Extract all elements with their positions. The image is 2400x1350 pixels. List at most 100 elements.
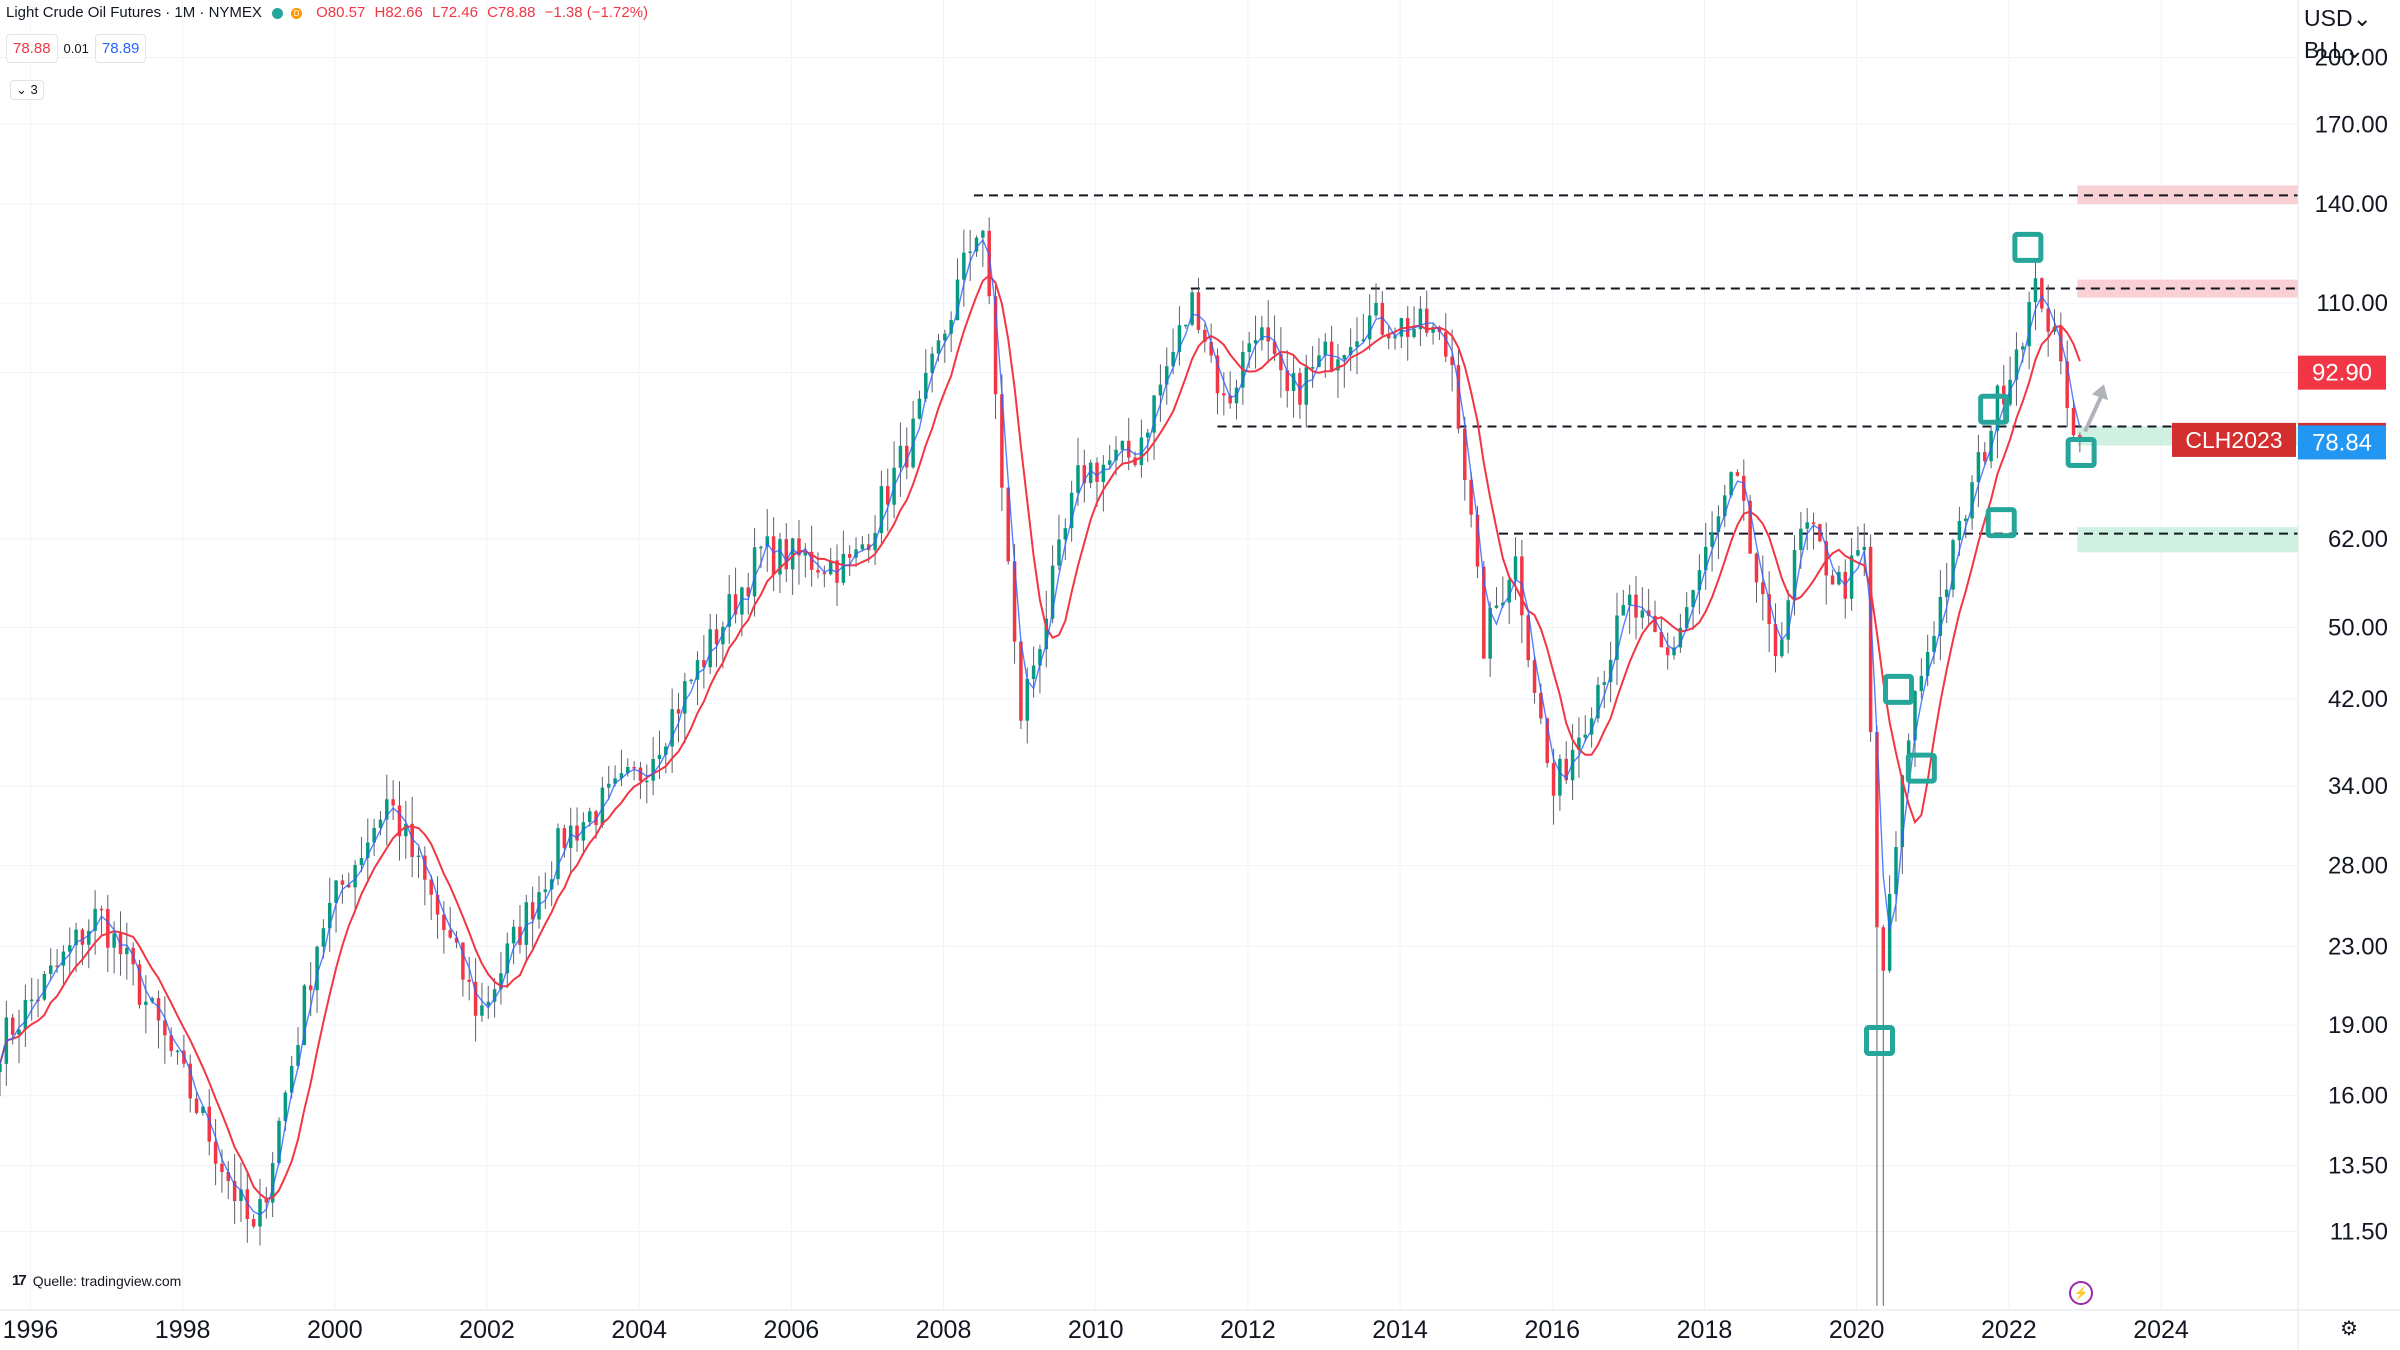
source-attribution[interactable]: 17 Quelle: tradingview.com: [12, 1272, 181, 1289]
candle-body: [1507, 579, 1511, 603]
marker-box: [2012, 231, 2044, 263]
buy-button[interactable]: 78.89: [94, 34, 147, 63]
candle-body: [1564, 758, 1568, 781]
candle-body: [1012, 561, 1017, 642]
candle-body: [378, 819, 383, 828]
time-tick-label: 2018: [1677, 1316, 1733, 1344]
candle-body: [1165, 366, 1169, 385]
candle-body: [1513, 556, 1518, 580]
candle-body: [150, 998, 154, 1002]
close-value: C78.88: [487, 4, 536, 21]
candle-body: [1627, 594, 1632, 606]
price-tick-label: 19.00: [2328, 1012, 2388, 1039]
candle-body: [347, 884, 351, 888]
candle-body: [1038, 649, 1042, 666]
time-tick-label: 2012: [1220, 1316, 1276, 1344]
candle-body: [626, 767, 630, 774]
candle-body: [480, 1005, 484, 1016]
candle-body: [1222, 393, 1226, 396]
candlestick-series: [0, 217, 2082, 1306]
candle-body: [2014, 349, 2019, 380]
arrow-head: [2091, 384, 2108, 401]
candle-body: [1107, 460, 1112, 465]
candle-body: [606, 783, 611, 788]
candle-body: [391, 799, 395, 806]
time-tick-label: 2020: [1829, 1316, 1885, 1344]
candle-body: [822, 572, 827, 575]
candle-body: [1995, 385, 2000, 431]
candle-body: [1323, 341, 1328, 356]
status-badges: D: [271, 4, 306, 21]
candle-body: [1482, 566, 1486, 659]
candle-body: [0, 1063, 2, 1073]
candle-body: [1348, 347, 1353, 356]
candle-body: [429, 879, 433, 895]
candle-body: [1088, 462, 1093, 484]
candle-body: [587, 811, 592, 823]
candle-body: [1545, 718, 1549, 764]
candle-body: [1792, 550, 1797, 601]
sell-button[interactable]: 78.88: [6, 34, 58, 63]
symbol-name-label: CLH2023: [2185, 427, 2282, 453]
candle-body: [1640, 610, 1645, 618]
candle-body: [1710, 532, 1714, 547]
time-tick-label: 1996: [3, 1316, 59, 1344]
candle-body: [270, 1163, 275, 1203]
candle-body: [194, 1098, 199, 1113]
symbol-title[interactable]: Light Crude Oil Futures · 1M · NYMEX: [6, 4, 262, 21]
candle-body: [645, 780, 649, 783]
candle-body: [1386, 334, 1391, 339]
candle-body: [264, 1199, 269, 1203]
price-label-text: 92.90: [2312, 360, 2372, 387]
candle-body: [1887, 893, 1892, 971]
candle-body: [549, 879, 554, 890]
price-tick-label: 200.00: [2315, 44, 2388, 71]
candle-body: [397, 805, 402, 837]
candle-body: [55, 965, 59, 967]
candle-body: [296, 1045, 300, 1066]
candle-body: [1951, 540, 1955, 590]
lightning-icon[interactable]: ⚡: [2069, 1281, 2093, 1305]
candle-body: [226, 1172, 231, 1181]
candle-body: [1361, 339, 1366, 342]
unit-label[interactable]: BLL⌄: [2304, 37, 2365, 63]
price-tick-label: 28.00: [2328, 853, 2388, 880]
chart-legend[interactable]: Light Crude Oil Futures · 1M · NYMEX D O…: [6, 4, 653, 21]
candle-body: [727, 594, 731, 627]
price-tick-label: 42.00: [2328, 686, 2388, 713]
marker-boxes: [1863, 231, 2097, 1056]
currency-label[interactable]: USD⌄: [2304, 5, 2372, 31]
candle-body: [1190, 292, 1194, 325]
market-open-icon: [271, 7, 283, 19]
marker-box: [1905, 752, 1937, 784]
candle-body: [1735, 472, 1740, 476]
candle-body: [1279, 353, 1283, 371]
candle-body: [220, 1163, 224, 1173]
candle-body: [543, 889, 548, 893]
candle-body: [112, 933, 116, 948]
candle-body: [1672, 647, 1676, 656]
candle-body: [201, 1106, 205, 1113]
indicator-toggle-button[interactable]: ⌄ 3: [10, 80, 44, 100]
candle-body: [1659, 631, 1664, 648]
price-zone: [2077, 527, 2298, 553]
candle-body: [1031, 665, 1036, 679]
candle-body: [1697, 570, 1702, 591]
settings-icon[interactable]: ⚙: [2340, 1318, 2358, 1340]
candle-body: [505, 943, 510, 974]
candle-body: [1646, 610, 1651, 616]
candle-body: [289, 1065, 294, 1093]
candle-body: [492, 989, 497, 1002]
currency-unit-selector[interactable]: USD⌄ BLL⌄: [2304, 2, 2372, 66]
candle-body: [1367, 315, 1372, 340]
candle-body: [258, 1199, 262, 1227]
candle-body: [137, 964, 142, 1005]
marker-box: [1985, 507, 2017, 539]
candle-body: [797, 538, 801, 556]
candle-body: [568, 825, 573, 848]
candle-body: [771, 536, 776, 575]
candle-body: [1729, 472, 1733, 496]
price-tick-label: 170.00: [2315, 111, 2388, 138]
candle-body: [1742, 475, 1746, 501]
